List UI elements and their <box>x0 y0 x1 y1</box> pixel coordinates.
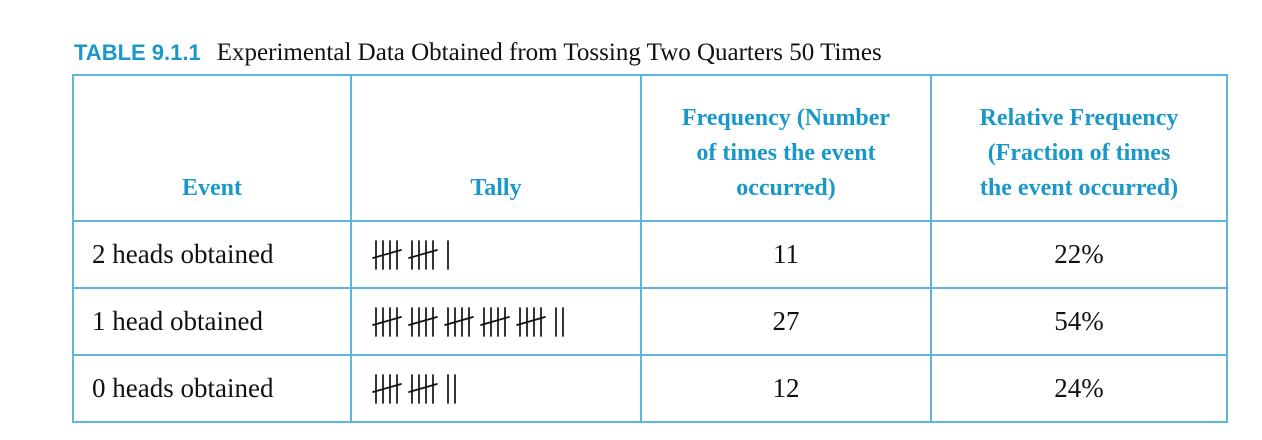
tally-cell <box>350 354 642 423</box>
header-relative-frequency-line: Relative Frequency <box>979 105 1179 131</box>
tally-cell <box>350 220 642 289</box>
frequency-cell: 11 <box>640 220 932 289</box>
tally-marks <box>372 306 564 337</box>
event-cell: 1 head obtained <box>72 287 352 356</box>
relative-frequency-cell: 54% <box>930 287 1228 356</box>
tally-cross-stroke <box>408 315 438 326</box>
tally-marks <box>372 373 456 404</box>
frequency-cell: 27 <box>640 287 932 356</box>
relative-frequency-cell: 24% <box>930 354 1228 423</box>
tally-cross-stroke <box>408 382 438 393</box>
tally-cross-stroke <box>372 382 402 393</box>
header-relative-frequency-line: (Fraction of times <box>987 140 1171 166</box>
frequency-cell: 12 <box>640 354 932 423</box>
event-cell: 2 heads obtained <box>72 220 352 289</box>
tally-cell <box>350 287 642 356</box>
tally-cross-stroke <box>408 248 438 259</box>
tally-cross-stroke <box>444 315 474 326</box>
header-relative-frequency: Relative Frequency (Fraction of times th… <box>930 74 1228 222</box>
table-row: 2 heads obtained 11 22% <box>72 220 1228 289</box>
relative-frequency-cell: 22% <box>930 220 1228 289</box>
event-cell: 0 heads obtained <box>72 354 352 423</box>
frequency-table: Event Tally Frequency (Number of times t… <box>72 74 1228 423</box>
tally-cross-stroke <box>516 315 546 326</box>
header-tally-label: Tally <box>470 175 522 201</box>
tally-marks <box>372 239 449 270</box>
table-caption: TABLE 9.1.1 Experimental Data Obtained f… <box>74 36 882 73</box>
header-frequency-line: Frequency (Number <box>681 105 891 131</box>
header-frequency: Frequency (Number of times the event occ… <box>640 74 932 222</box>
tally-cross-stroke <box>372 248 402 259</box>
header-event-label: Event <box>182 175 242 201</box>
header-frequency-line: of times the event <box>696 140 876 166</box>
table-number: TABLE 9.1.1 <box>74 40 201 65</box>
table-row: 1 head obtained 27 54% <box>72 287 1228 356</box>
header-tally: Tally <box>350 74 642 222</box>
table-title: Experimental Data Obtained from Tossing … <box>216 39 882 66</box>
header-row: Event Tally Frequency (Number of times t… <box>72 74 1228 222</box>
header-event: Event <box>72 74 352 222</box>
tally-cross-stroke <box>480 315 510 326</box>
header-relative-frequency-line: the event occurred) <box>979 175 1179 201</box>
tally-cross-stroke <box>372 315 402 326</box>
header-frequency-line: occurred) <box>736 175 836 201</box>
table-row: 0 heads obtained 12 24% <box>72 354 1228 423</box>
